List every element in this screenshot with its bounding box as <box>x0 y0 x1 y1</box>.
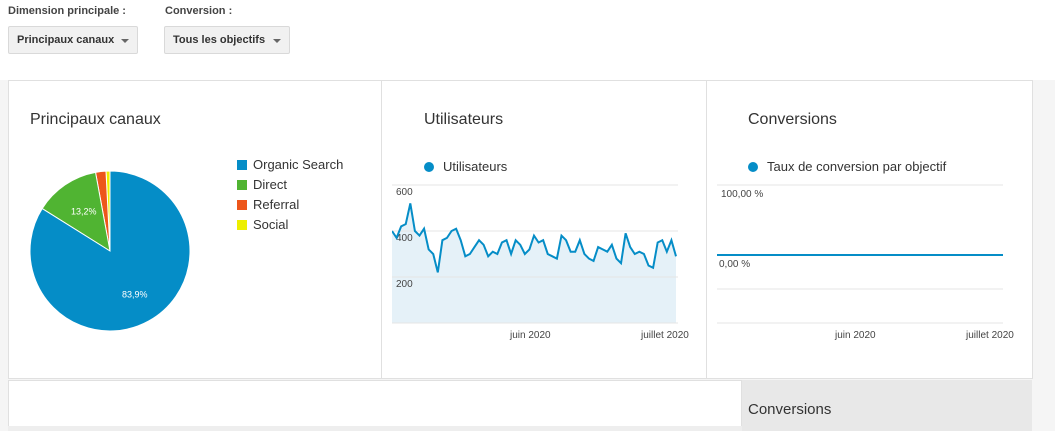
table-header-strip <box>8 426 742 431</box>
legend-item-referral[interactable]: Referral <box>237 197 299 212</box>
channels-panel: Principaux canaux 83,9% 13,2% Organic Sea… <box>8 80 382 379</box>
conversions-header-label: Conversions <box>748 401 832 418</box>
users-title: Utilisateurs <box>424 111 504 128</box>
y-tick-label: 600 <box>396 187 413 198</box>
y-tick-label: 400 <box>396 233 413 244</box>
conversions-title: Conversions <box>748 111 837 128</box>
conversions-panel: Conversions Taux de conversion par objec… <box>706 80 1033 379</box>
legend-swatch <box>237 159 247 170</box>
conversion-label: Conversion : <box>165 5 233 17</box>
pie-data-label: 83,9% <box>122 289 148 299</box>
legend-label: Referral <box>253 197 300 212</box>
x-tick-label: juin 2020 <box>509 330 551 341</box>
users-series-legend: Utilisateurs <box>424 159 507 174</box>
legend-item-direct[interactable]: Direct <box>237 177 287 192</box>
dimension-dropdown[interactable]: Principaux canaux <box>8 26 138 54</box>
dimension-label: Dimension principale : <box>8 5 126 17</box>
y-tick-label: 200 <box>396 279 413 290</box>
legend-label: Organic Search <box>253 157 344 172</box>
users-area-fill <box>392 203 676 323</box>
legend-item-organic[interactable]: Organic Search <box>237 157 343 172</box>
users-line-chart: 600 400 200 juin 2020 juillet 2020 <box>392 184 689 341</box>
pie-slice-direct[interactable] <box>41 171 111 253</box>
conversions-series-label: Taux de conversion par objectif <box>767 159 947 174</box>
channels-title: Principaux canaux <box>30 111 161 128</box>
x-tick-label: juin 2020 <box>834 330 876 341</box>
users-series-label: Utilisateurs <box>443 159 508 174</box>
pie-chart: 83,9% 13,2% <box>29 170 191 332</box>
y-tick-label: 100,00 % <box>721 189 763 200</box>
legend-swatch <box>237 219 247 230</box>
users-panel: Utilisateurs Utilisateurs 600 400 200 ju… <box>381 80 707 379</box>
conversion-dropdown[interactable]: Tous les objectifs <box>164 26 290 54</box>
chevron-down-icon <box>121 39 129 43</box>
dimension-dropdown-value: Principaux canaux <box>17 34 115 46</box>
toolbar: Dimension principale : Principaux canaux… <box>0 0 1055 80</box>
conversions-series-legend: Taux de conversion par objectif <box>748 159 946 174</box>
chevron-down-icon <box>273 39 281 43</box>
series-dot-icon <box>424 161 434 172</box>
y-tick-label: 0,00 % <box>719 259 750 270</box>
conversions-column-header: Conversions <box>742 380 1032 431</box>
legend-swatch <box>237 179 247 190</box>
series-dot-icon <box>748 161 758 172</box>
pie-slice-organic-search[interactable] <box>29 170 191 332</box>
legend-swatch <box>237 199 247 210</box>
users-series-line[interactable] <box>392 203 677 273</box>
legend-label: Direct <box>253 177 287 192</box>
conversion-dropdown-value: Tous les objectifs <box>173 34 266 46</box>
conversions-line-chart: 100,00 % 0,00 % juin 2020 juillet 2020 <box>717 184 1014 341</box>
x-tick-label: juillet 2020 <box>965 330 1014 341</box>
legend-item-social[interactable]: Social <box>237 217 288 232</box>
table-area <box>8 380 742 431</box>
legend-label: Social <box>253 217 289 232</box>
pie-data-label: 13,2% <box>71 206 97 216</box>
x-tick-label: juillet 2020 <box>640 330 689 341</box>
